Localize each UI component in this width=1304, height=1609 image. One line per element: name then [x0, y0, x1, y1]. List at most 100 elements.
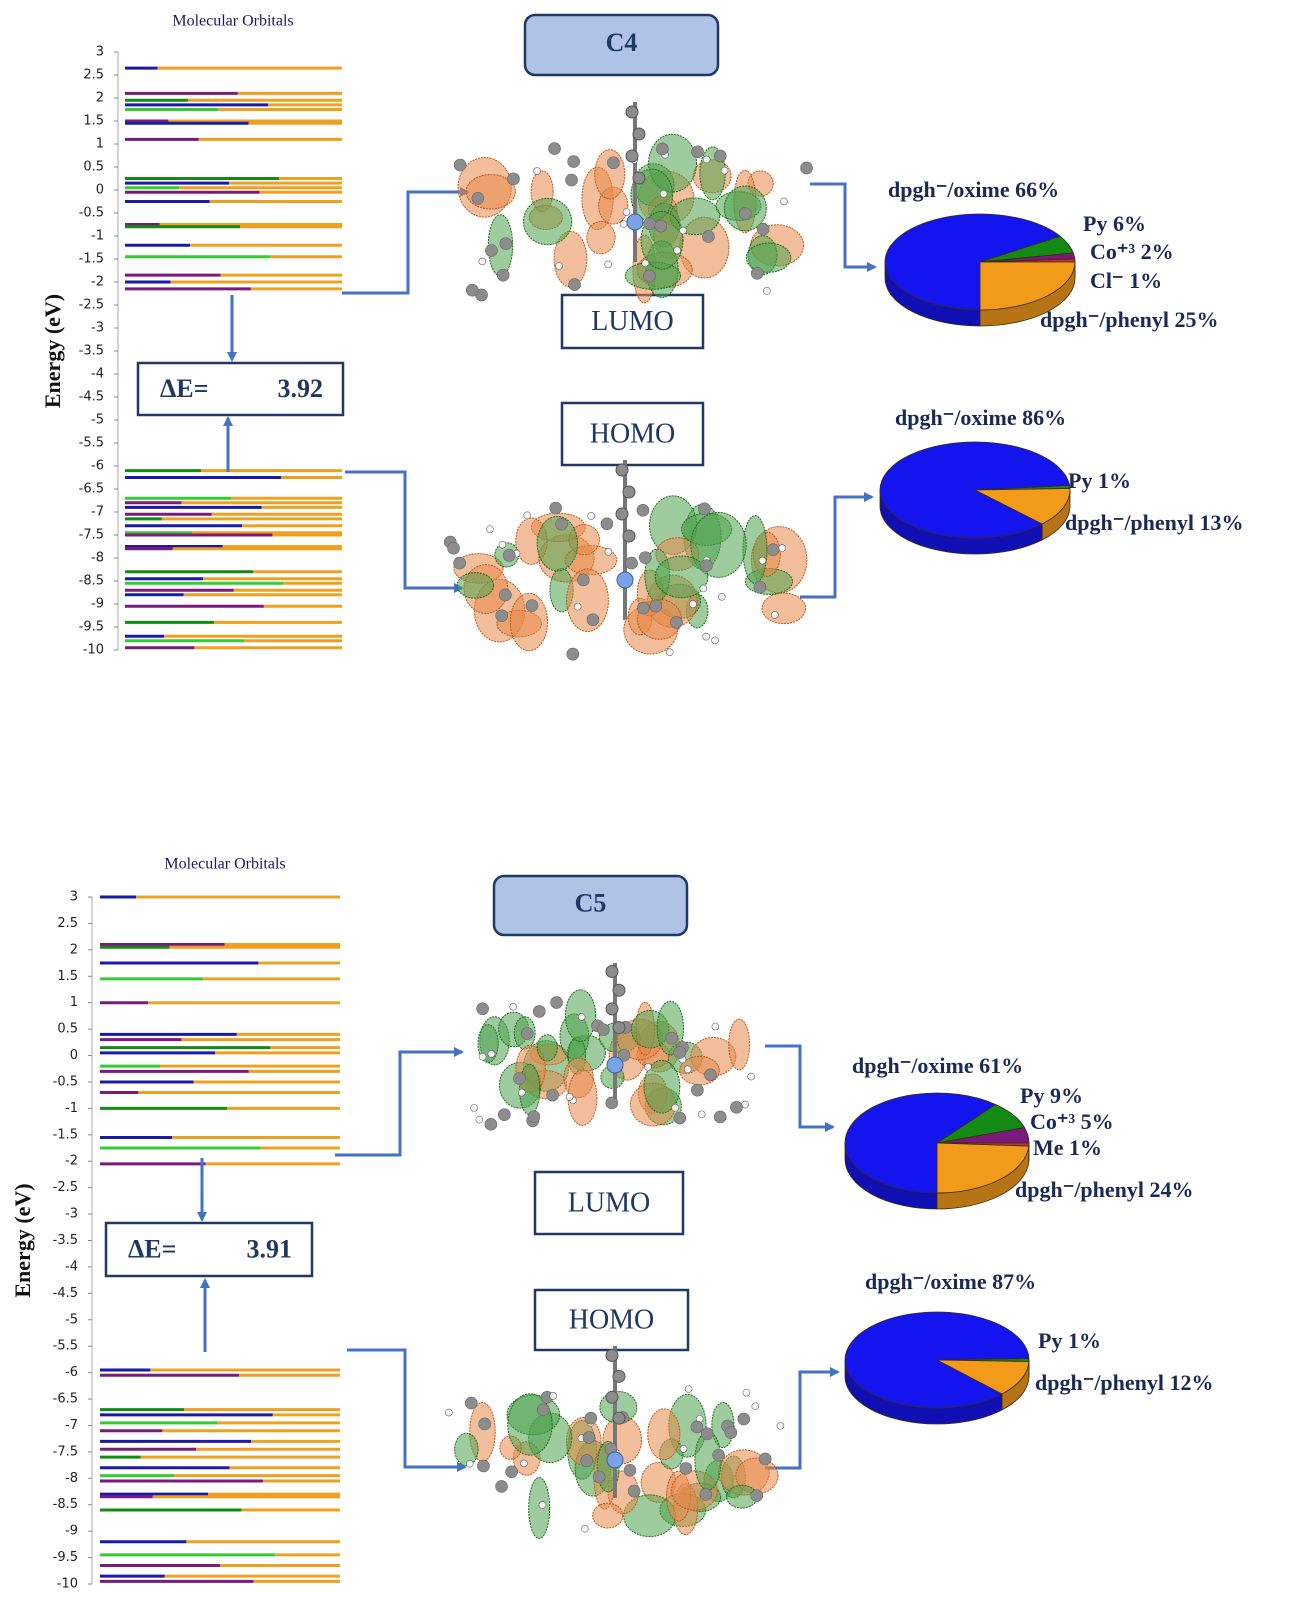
atom — [704, 1069, 716, 1081]
pie-label: dpgh⁻/phenyl 24% — [1015, 1177, 1194, 1202]
atom — [593, 1471, 605, 1483]
atom — [703, 156, 710, 163]
orbital-lobe — [743, 516, 767, 584]
atom — [624, 1464, 636, 1476]
atom — [479, 258, 486, 265]
y-tick-label: -7.5 — [79, 528, 104, 543]
atom — [566, 1093, 573, 1100]
atom — [689, 601, 696, 608]
atom — [496, 1480, 508, 1492]
mo-title: Molecular Orbitals — [172, 13, 293, 30]
atom — [577, 574, 589, 586]
atom — [680, 227, 687, 234]
lumo-label: LUMO — [591, 306, 673, 337]
atom — [738, 1413, 750, 1425]
atom — [801, 162, 813, 174]
atom — [556, 263, 563, 270]
panel-title: C4 — [606, 28, 638, 57]
y-tick-label: 2.5 — [57, 916, 78, 931]
atom — [684, 1066, 691, 1073]
atom — [771, 611, 778, 618]
atom — [477, 1003, 489, 1015]
atom — [623, 530, 635, 542]
atom — [780, 198, 787, 205]
atom — [725, 1427, 737, 1439]
atom — [606, 1097, 618, 1109]
axis-label: Energy (eV) — [40, 294, 65, 408]
atom — [466, 284, 478, 296]
atom — [712, 1023, 719, 1030]
atom — [520, 1460, 527, 1467]
pie-label: dpgh⁻/phenyl 25% — [1040, 307, 1219, 332]
atom — [692, 146, 704, 158]
atom — [713, 1449, 725, 1461]
molecule — [454, 102, 812, 303]
y-tick-label: -5 — [65, 1312, 78, 1327]
orbital-lobe — [537, 1035, 557, 1061]
y-tick-label: 3 — [96, 45, 104, 60]
y-tick-label: -9 — [91, 597, 104, 612]
atom — [655, 220, 667, 232]
atom — [486, 526, 493, 533]
atom — [499, 589, 511, 601]
orbital-lobe — [457, 573, 493, 599]
atom — [712, 637, 719, 644]
atom — [626, 150, 638, 162]
y-tick-label: -9 — [65, 1524, 78, 1539]
y-tick-label: 1 — [70, 995, 78, 1010]
atom — [698, 1111, 705, 1118]
atom — [777, 1422, 784, 1429]
pie-label: Py 9% — [1020, 1083, 1083, 1108]
atom — [605, 261, 612, 268]
mo-title: Molecular Orbitals — [164, 856, 285, 873]
atom — [623, 209, 630, 216]
y-tick-label: -0.5 — [53, 1074, 78, 1089]
y-tick-label: -2.5 — [79, 298, 104, 313]
atom — [585, 1412, 597, 1424]
atom — [754, 581, 766, 593]
atom — [533, 1005, 545, 1017]
atom — [702, 231, 714, 243]
y-tick-label: -8 — [65, 1471, 78, 1486]
gap-value: 3.92 — [278, 374, 324, 403]
atom — [670, 616, 682, 628]
atom — [613, 1022, 625, 1034]
y-tick-label: 2.5 — [83, 68, 104, 83]
y-tick-label: -7.5 — [53, 1444, 78, 1459]
atom — [623, 486, 635, 498]
atom — [534, 168, 541, 175]
atom — [701, 1428, 713, 1440]
atom — [549, 142, 561, 154]
atom — [607, 157, 619, 169]
atom — [539, 1501, 546, 1508]
pie-label: Co⁺³ 5% — [1030, 1109, 1114, 1134]
y-tick-label: -4.5 — [79, 390, 104, 405]
orbital-lobe — [655, 556, 708, 598]
atom — [613, 984, 625, 996]
atom — [633, 128, 645, 140]
atom — [721, 167, 728, 174]
atom — [660, 190, 667, 197]
pie-label: Co⁺³ 2% — [1090, 239, 1174, 264]
molecule — [471, 963, 755, 1130]
pie-label: dpgh⁻/oxime 66% — [888, 177, 1059, 202]
y-tick-label: -8.5 — [79, 574, 104, 589]
atom — [703, 633, 710, 640]
y-tick-label: 2 — [96, 91, 104, 106]
atom — [656, 143, 668, 155]
y-tick-label: -3 — [91, 321, 104, 336]
cobalt — [627, 214, 643, 230]
y-tick-label: -8.5 — [53, 1497, 78, 1512]
cobalt — [617, 572, 633, 588]
arrow — [765, 1046, 833, 1127]
atom — [620, 220, 627, 227]
atom — [574, 603, 581, 610]
arrow — [347, 1350, 465, 1467]
atom — [616, 508, 628, 520]
y-tick-label: -4 — [91, 367, 104, 382]
atom — [628, 1485, 640, 1497]
arrow — [765, 1372, 838, 1468]
y-tick-label: 1.5 — [57, 969, 78, 984]
y-tick-label: -3.5 — [79, 344, 104, 359]
atom — [779, 545, 786, 552]
